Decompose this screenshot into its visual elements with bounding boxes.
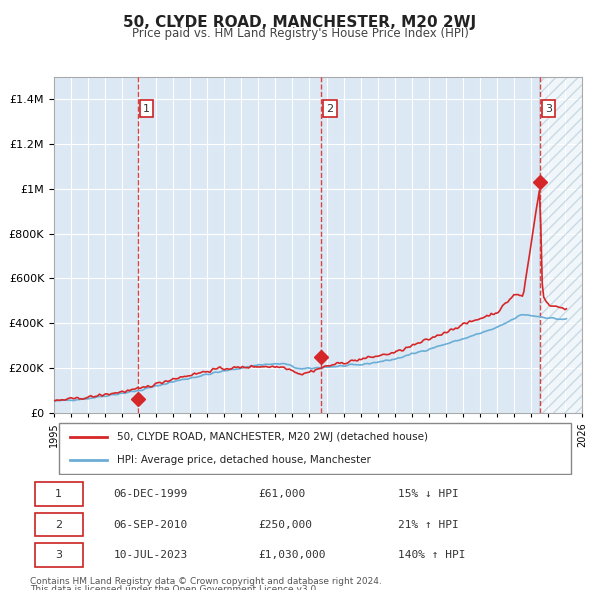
Text: 06-DEC-1999: 06-DEC-1999 — [113, 489, 188, 499]
Text: 50, CLYDE ROAD, MANCHESTER, M20 2WJ (detached house): 50, CLYDE ROAD, MANCHESTER, M20 2WJ (det… — [118, 432, 428, 442]
Text: This data is licensed under the Open Government Licence v3.0.: This data is licensed under the Open Gov… — [30, 585, 319, 590]
Text: 06-SEP-2010: 06-SEP-2010 — [113, 520, 188, 530]
FancyBboxPatch shape — [59, 423, 571, 474]
Text: 50, CLYDE ROAD, MANCHESTER, M20 2WJ: 50, CLYDE ROAD, MANCHESTER, M20 2WJ — [124, 15, 476, 30]
Text: 2: 2 — [326, 104, 334, 114]
Bar — [539, 77, 582, 413]
Text: £61,000: £61,000 — [259, 489, 305, 499]
Text: 1: 1 — [55, 489, 62, 499]
Text: 1: 1 — [143, 104, 150, 114]
FancyBboxPatch shape — [35, 543, 83, 566]
Text: 15% ↓ HPI: 15% ↓ HPI — [398, 489, 458, 499]
Text: 21% ↑ HPI: 21% ↑ HPI — [398, 520, 458, 530]
FancyBboxPatch shape — [35, 513, 83, 536]
Text: 2: 2 — [55, 520, 62, 530]
Text: HPI: Average price, detached house, Manchester: HPI: Average price, detached house, Manc… — [118, 455, 371, 465]
Text: 140% ↑ HPI: 140% ↑ HPI — [398, 550, 466, 560]
Text: £250,000: £250,000 — [259, 520, 313, 530]
Text: 3: 3 — [545, 104, 552, 114]
Text: Contains HM Land Registry data © Crown copyright and database right 2024.: Contains HM Land Registry data © Crown c… — [30, 577, 382, 586]
Text: 3: 3 — [55, 550, 62, 560]
Text: Price paid vs. HM Land Registry's House Price Index (HPI): Price paid vs. HM Land Registry's House … — [131, 27, 469, 40]
Text: 10-JUL-2023: 10-JUL-2023 — [113, 550, 188, 560]
Text: £1,030,000: £1,030,000 — [259, 550, 326, 560]
FancyBboxPatch shape — [35, 483, 83, 506]
